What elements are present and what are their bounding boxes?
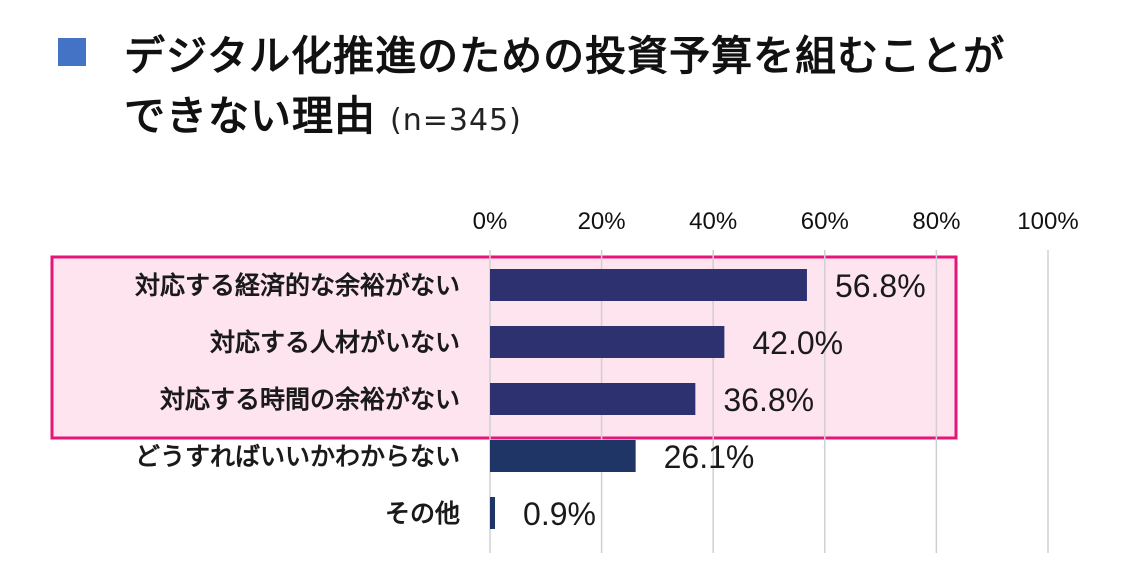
title-square-icon	[58, 38, 86, 66]
category-label-1: 対応する経済的な余裕がない	[135, 271, 460, 300]
value-label-5: 0.9%	[523, 496, 596, 532]
chart-title-line2-text: できない理由	[124, 92, 376, 140]
x-tick-label-60: 60%	[801, 208, 849, 235]
x-tick-label-0: 0%	[473, 208, 508, 235]
bar-1	[490, 269, 807, 301]
bar-5	[490, 497, 496, 529]
bar-2	[490, 326, 725, 358]
x-tick-label-40: 40%	[689, 208, 737, 235]
category-label-3: 対応する時間の余裕がない	[160, 385, 460, 414]
sample-size-label: (n=345)	[390, 103, 522, 138]
value-label-2: 42.0%	[752, 325, 843, 361]
value-label-1: 56.8%	[835, 268, 926, 304]
value-label-3: 36.8%	[723, 382, 814, 418]
chart-title-line1: デジタル化推進のための投資予算を組むことが	[124, 32, 1006, 80]
value-label-4: 26.1%	[664, 439, 755, 475]
x-tick-label-100: 100%	[1017, 208, 1078, 235]
x-tick-label-20: 20%	[578, 208, 626, 235]
chart-title-line2: できない理由 (n=345)	[124, 82, 522, 142]
category-label-2: 対応する人材がいない	[210, 328, 460, 357]
bar-3	[490, 383, 696, 415]
category-label-4: どうすればいいかわからない	[135, 442, 460, 471]
x-tick-label-80: 80%	[912, 208, 960, 235]
category-label-5: その他	[385, 499, 460, 528]
bar-4	[490, 440, 636, 472]
